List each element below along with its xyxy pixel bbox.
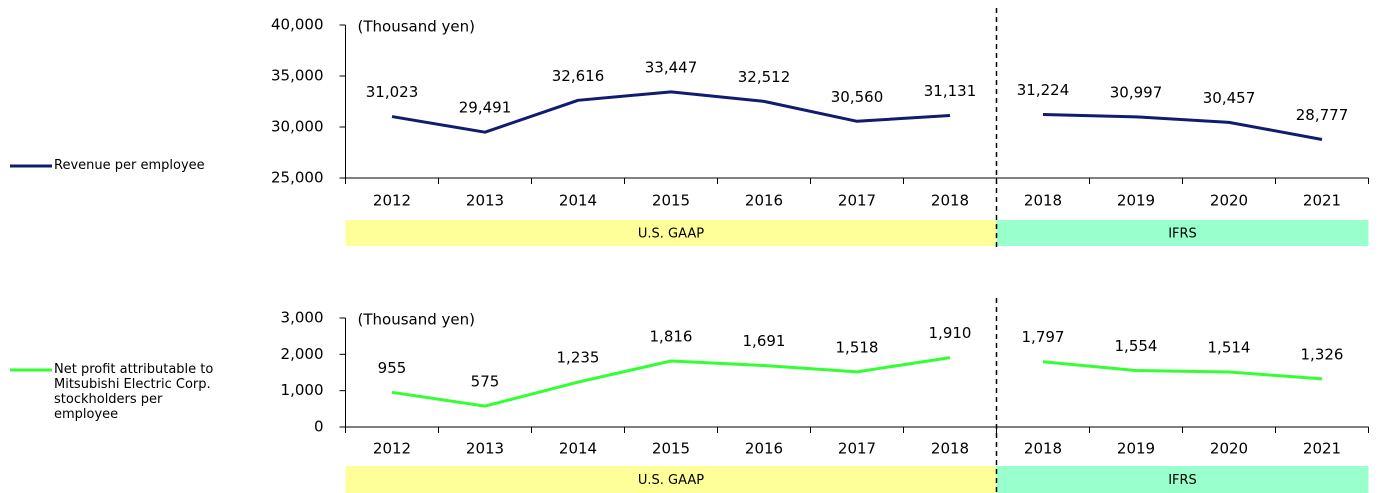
annotation: (Thousand yen) bbox=[358, 311, 475, 329]
group-band bbox=[996, 466, 1369, 493]
x-tick-label: 2012 bbox=[373, 192, 411, 210]
group-band bbox=[996, 220, 1369, 246]
group-band bbox=[345, 220, 997, 246]
value-label: 31,131 bbox=[924, 82, 977, 100]
x-tick-label: 2012 bbox=[373, 440, 411, 458]
annotation: (Thousand yen) bbox=[358, 18, 475, 36]
line bbox=[391, 90, 951, 134]
x-tick-label: 2017 bbox=[838, 192, 876, 210]
value-label: 28,777 bbox=[1296, 106, 1349, 124]
line bbox=[391, 356, 951, 408]
x-tick-label: 2014 bbox=[559, 192, 597, 210]
x-tick-label: 2015 bbox=[652, 192, 690, 210]
value-label: 30,560 bbox=[831, 88, 884, 106]
value-label: 32,512 bbox=[738, 68, 791, 86]
value-label: 33,447 bbox=[645, 58, 698, 76]
value-label: 1,326 bbox=[1301, 345, 1344, 363]
y-tick-label: 25,000 bbox=[271, 169, 324, 187]
value-label: 1,554 bbox=[1115, 337, 1158, 355]
x-tick-label: 2019 bbox=[1117, 440, 1155, 458]
x-tick-label: 2015 bbox=[652, 440, 690, 458]
value-label: 1,514 bbox=[1208, 338, 1251, 356]
value-label: 1,797 bbox=[1022, 328, 1065, 346]
value-label: 1,691 bbox=[743, 332, 786, 350]
value-label: 1,816 bbox=[650, 328, 693, 346]
y-tick-label: 30,000 bbox=[271, 118, 324, 136]
value-label: 30,997 bbox=[1110, 83, 1163, 101]
x-tick-label: 2019 bbox=[1117, 192, 1155, 210]
group-label: IFRS bbox=[1168, 473, 1197, 488]
x-tick-label: 2021 bbox=[1303, 192, 1341, 210]
y-tick-label: 1,000 bbox=[281, 381, 324, 399]
group-band bbox=[345, 466, 997, 493]
x-tick-label: 2014 bbox=[559, 440, 597, 458]
value-label: 30,457 bbox=[1203, 89, 1256, 107]
y-tick-label: 40,000 bbox=[271, 16, 324, 34]
line bbox=[1042, 113, 1323, 141]
y-tick-label: 0 bbox=[314, 418, 324, 436]
line bbox=[1042, 360, 1323, 381]
x-tick-label: 2018 bbox=[931, 192, 969, 210]
x-tick-label: 2018 bbox=[1024, 440, 1062, 458]
value-label: 1,910 bbox=[929, 324, 972, 342]
legend-label: Net profit attributable to Mitsubishi El… bbox=[54, 362, 214, 422]
group-label: U.S. GAAP bbox=[638, 473, 704, 488]
x-tick-label: 2017 bbox=[838, 440, 876, 458]
group-label: U.S. GAAP bbox=[638, 227, 704, 242]
value-label: 31,023 bbox=[366, 83, 419, 101]
x-tick-label: 2018 bbox=[931, 440, 969, 458]
value-label: 1,518 bbox=[836, 338, 879, 356]
value-label: 1,235 bbox=[557, 349, 600, 367]
y-tick-label: 3,000 bbox=[281, 309, 324, 327]
x-tick-label: 2016 bbox=[745, 192, 783, 210]
value-label: 32,616 bbox=[552, 67, 605, 85]
value-label: 575 bbox=[471, 373, 500, 391]
y-tick-label: 35,000 bbox=[271, 67, 324, 85]
x-tick-label: 2013 bbox=[466, 440, 504, 458]
legend-label: Revenue per employee bbox=[54, 158, 205, 173]
x-tick-label: 2020 bbox=[1210, 192, 1248, 210]
x-tick-label: 2013 bbox=[466, 192, 504, 210]
x-tick-label: 2021 bbox=[1303, 440, 1341, 458]
group-label: IFRS bbox=[1168, 227, 1197, 242]
y-tick-label: 2,000 bbox=[281, 345, 324, 363]
x-tick-label: 2018 bbox=[1024, 192, 1062, 210]
value-label: 955 bbox=[378, 359, 407, 377]
x-tick-label: 2020 bbox=[1210, 440, 1248, 458]
x-tick-label: 2016 bbox=[745, 440, 783, 458]
value-label: 29,491 bbox=[459, 99, 512, 117]
value-label: 31,224 bbox=[1017, 81, 1070, 99]
